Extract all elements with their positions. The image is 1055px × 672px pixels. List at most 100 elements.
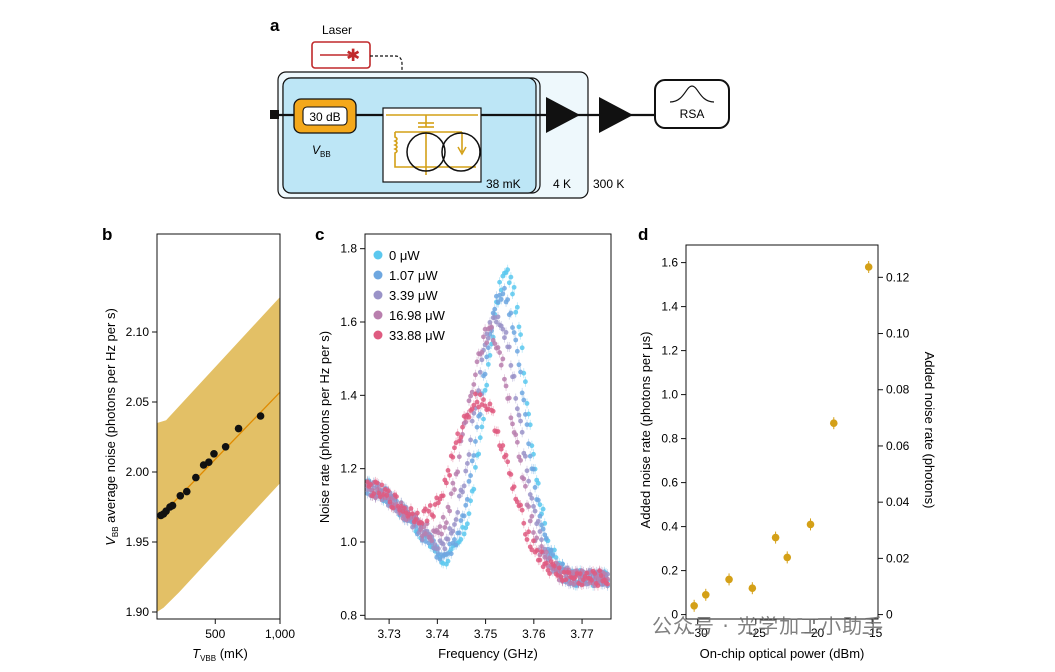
panel-c-data-point (534, 535, 540, 541)
panel-c-data-point (526, 504, 532, 509)
panel-c-data-point (511, 484, 517, 490)
panel-c-data-point (518, 457, 523, 463)
panel-c-data-point (579, 582, 585, 588)
panel-c-data-point (461, 531, 467, 537)
panel-c-data-point (482, 403, 488, 409)
panel-c-data-point (523, 531, 528, 537)
panel-c-data-point (571, 582, 577, 587)
panel-c-data-point (514, 499, 520, 505)
panel-c-data-point (484, 331, 490, 337)
panel-c-data-point (376, 490, 382, 496)
panel-c-data-point (521, 520, 527, 526)
panel-c-data-point (498, 362, 504, 368)
panel-b-y-axis-label: VBB average noise (photons per Hz per s) (103, 308, 120, 546)
panel-d-y-tick-label-right: 0 (886, 608, 893, 622)
panel-c-data-point (543, 549, 549, 555)
panel-c-legend-marker (373, 310, 383, 320)
panel-c-data-point (514, 304, 520, 310)
panel-c-data-point (455, 469, 461, 475)
attenuator-label: 30 dB (309, 110, 340, 124)
panel-b-data-point (204, 458, 213, 467)
panel-c-data-point (476, 451, 482, 457)
panel-d-y-tick-label: 0.2 (661, 564, 678, 578)
panel-b-axes-frame (156, 233, 281, 620)
panel-c-data-point (456, 493, 462, 499)
panel-c-data-point (466, 414, 472, 420)
panel-c-data-point (414, 510, 420, 516)
panel-c-data-point (532, 508, 538, 514)
panel-c-data-point (464, 461, 470, 466)
panel-c-series-2 (365, 311, 611, 590)
panel-c-data-point (513, 432, 519, 438)
panel-b-y-tick-label: 2.05 (126, 395, 150, 409)
panel-c-data-point (510, 421, 515, 427)
panel-c-label: c (315, 225, 324, 244)
panel-c-data-point (484, 354, 490, 360)
panel-c-data-point (374, 480, 380, 486)
panel-c-data-point (466, 511, 472, 517)
panel-c-data-point (577, 574, 583, 580)
panel-c-data-point (502, 285, 507, 291)
panel-c-data-point (398, 500, 404, 506)
panel-c-data-point (514, 439, 520, 445)
panel-b-data-point (192, 473, 200, 482)
panel-d-y-ticks-left: 0 0.2 0.4 0.6 0.8 1.0 1.2 1.4 1.6 (661, 256, 686, 622)
panel-b-x-tick-label: 500 (205, 627, 225, 641)
panel-c-y-tick-label: 1.6 (340, 315, 357, 329)
panel-c-data-point (463, 525, 469, 531)
panel-c-data-point (513, 337, 519, 343)
laser-star-icon: ✱ (346, 46, 360, 65)
panel-c-data-point (419, 537, 425, 542)
panel-d-y-tick-label-right: 0.04 (886, 495, 910, 509)
panel-c-data-point (476, 388, 482, 394)
panel-c-data-point (426, 508, 432, 514)
panel-c-data-point (481, 397, 486, 402)
panel-c-data-point (458, 518, 464, 523)
panel-c-y-ticks: 0.8 1.0 1.2 1.4 1.6 1.8 (340, 242, 365, 622)
panel-c-data-point (521, 397, 527, 403)
panel-d-y-tick-label-right: 0.06 (886, 439, 910, 453)
panel-d-data-point (701, 591, 710, 599)
panel-c-data-point (445, 468, 451, 473)
panel-c-data-point (500, 356, 506, 362)
panel-c-data-point (440, 514, 446, 520)
panel-d-x-tick-label: −20 (804, 626, 825, 640)
panel-c-x-tick-label: 3.73 (377, 627, 401, 641)
panel-c-legend-marker (373, 290, 383, 300)
panel-c-data-point (577, 571, 583, 577)
panel-c-data-point (527, 518, 533, 524)
panel-c-data-point (453, 542, 459, 548)
panel-c-data-point (527, 453, 533, 459)
panel-c-data-point (482, 387, 488, 393)
panel-c-data-point (531, 538, 536, 544)
panel-c-data-point (442, 525, 448, 530)
panel-c-data-point (508, 472, 514, 477)
panel-c-data-point (445, 504, 451, 510)
panel-b-y-tick-label: 2.00 (126, 465, 150, 479)
panel-c-data-point (447, 526, 453, 531)
panel-c-x-tick-label: 3.75 (474, 627, 498, 641)
panel-c-legend-label: 3.39 μW (389, 288, 438, 303)
panel-d-y-axis-label-right: Added noise rate (photons) (922, 352, 937, 509)
panel-c-data-point (537, 513, 543, 519)
panel-c-data-point (529, 495, 535, 501)
panel-c-data-point (540, 506, 546, 512)
panel-c-data-point (450, 528, 456, 534)
panel-d-data-point (829, 419, 838, 428)
panel-c-data-point (516, 362, 522, 368)
panel-c-data-point (505, 267, 511, 273)
panel-c-data-point (474, 399, 480, 405)
panel-c-data-point (532, 485, 538, 490)
panel-c-legend-label: 1.07 μW (389, 268, 438, 283)
panel-c-data-point (508, 415, 514, 421)
panel-c-data-point (531, 504, 536, 509)
rsa-label: RSA (680, 107, 705, 121)
panel-c-data-point (584, 570, 590, 576)
panel-c-data-point (524, 468, 530, 474)
panel-c-data-point (477, 369, 483, 375)
panel-c-data-point (379, 482, 385, 488)
panel-c-data-point (535, 480, 541, 486)
panel-c-data-point (448, 551, 454, 557)
panel-c-data-point (468, 437, 473, 443)
panel-d-y-ticks-right: 0 0.02 0.04 0.06 0.08 0.10 0.12 (878, 270, 910, 622)
